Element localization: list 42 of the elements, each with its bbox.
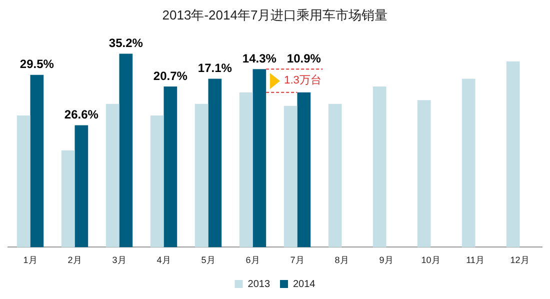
x-tick-label: 4月 xyxy=(156,255,171,266)
x-tick-label: 3月 xyxy=(112,255,126,266)
bar xyxy=(417,100,431,248)
x-tick-label: 9月 xyxy=(379,255,394,266)
annotation: 20.7% xyxy=(153,68,188,83)
x-tick-label: 8月 xyxy=(334,255,349,266)
x-tick-label: 5月 xyxy=(201,255,216,266)
bar xyxy=(208,78,222,248)
bar xyxy=(16,116,30,248)
bar xyxy=(74,125,88,248)
x-tick-label: 12月 xyxy=(510,255,530,266)
annotation: 1.3万台 xyxy=(284,74,322,87)
x-tick-label: 6月 xyxy=(246,255,260,266)
bar xyxy=(106,104,120,248)
bar xyxy=(150,116,164,248)
bar xyxy=(372,86,386,248)
bar xyxy=(119,54,133,248)
annotation: 26.6% xyxy=(64,108,99,122)
x-tick-label: 7月 xyxy=(290,255,304,266)
bar xyxy=(328,104,342,248)
x-tick-label: 2月 xyxy=(68,255,82,266)
bar xyxy=(284,106,298,248)
bar xyxy=(164,86,178,248)
x-tick-label: 11月 xyxy=(466,255,484,266)
bar xyxy=(297,92,311,248)
bar xyxy=(30,74,44,248)
annotation: 14.3% xyxy=(242,51,277,66)
bar xyxy=(239,92,253,248)
legend-label: 2013 xyxy=(248,278,270,290)
x-tick-label: 10月 xyxy=(421,255,440,266)
bar xyxy=(194,104,208,248)
x-tick-label: 1月 xyxy=(23,255,38,266)
annotation: 35.2% xyxy=(108,36,144,50)
bar xyxy=(252,69,266,248)
annotation: 29.5% xyxy=(20,57,54,72)
bar xyxy=(462,78,476,248)
chart-title: 2013年-2014年7月进口乘用车市场销量 xyxy=(162,7,388,22)
bar xyxy=(61,150,75,248)
bar xyxy=(506,61,520,248)
annotation: 10.9% xyxy=(286,51,322,66)
legend-label: 2014 xyxy=(293,278,316,290)
annotation: 17.1% xyxy=(198,61,232,76)
